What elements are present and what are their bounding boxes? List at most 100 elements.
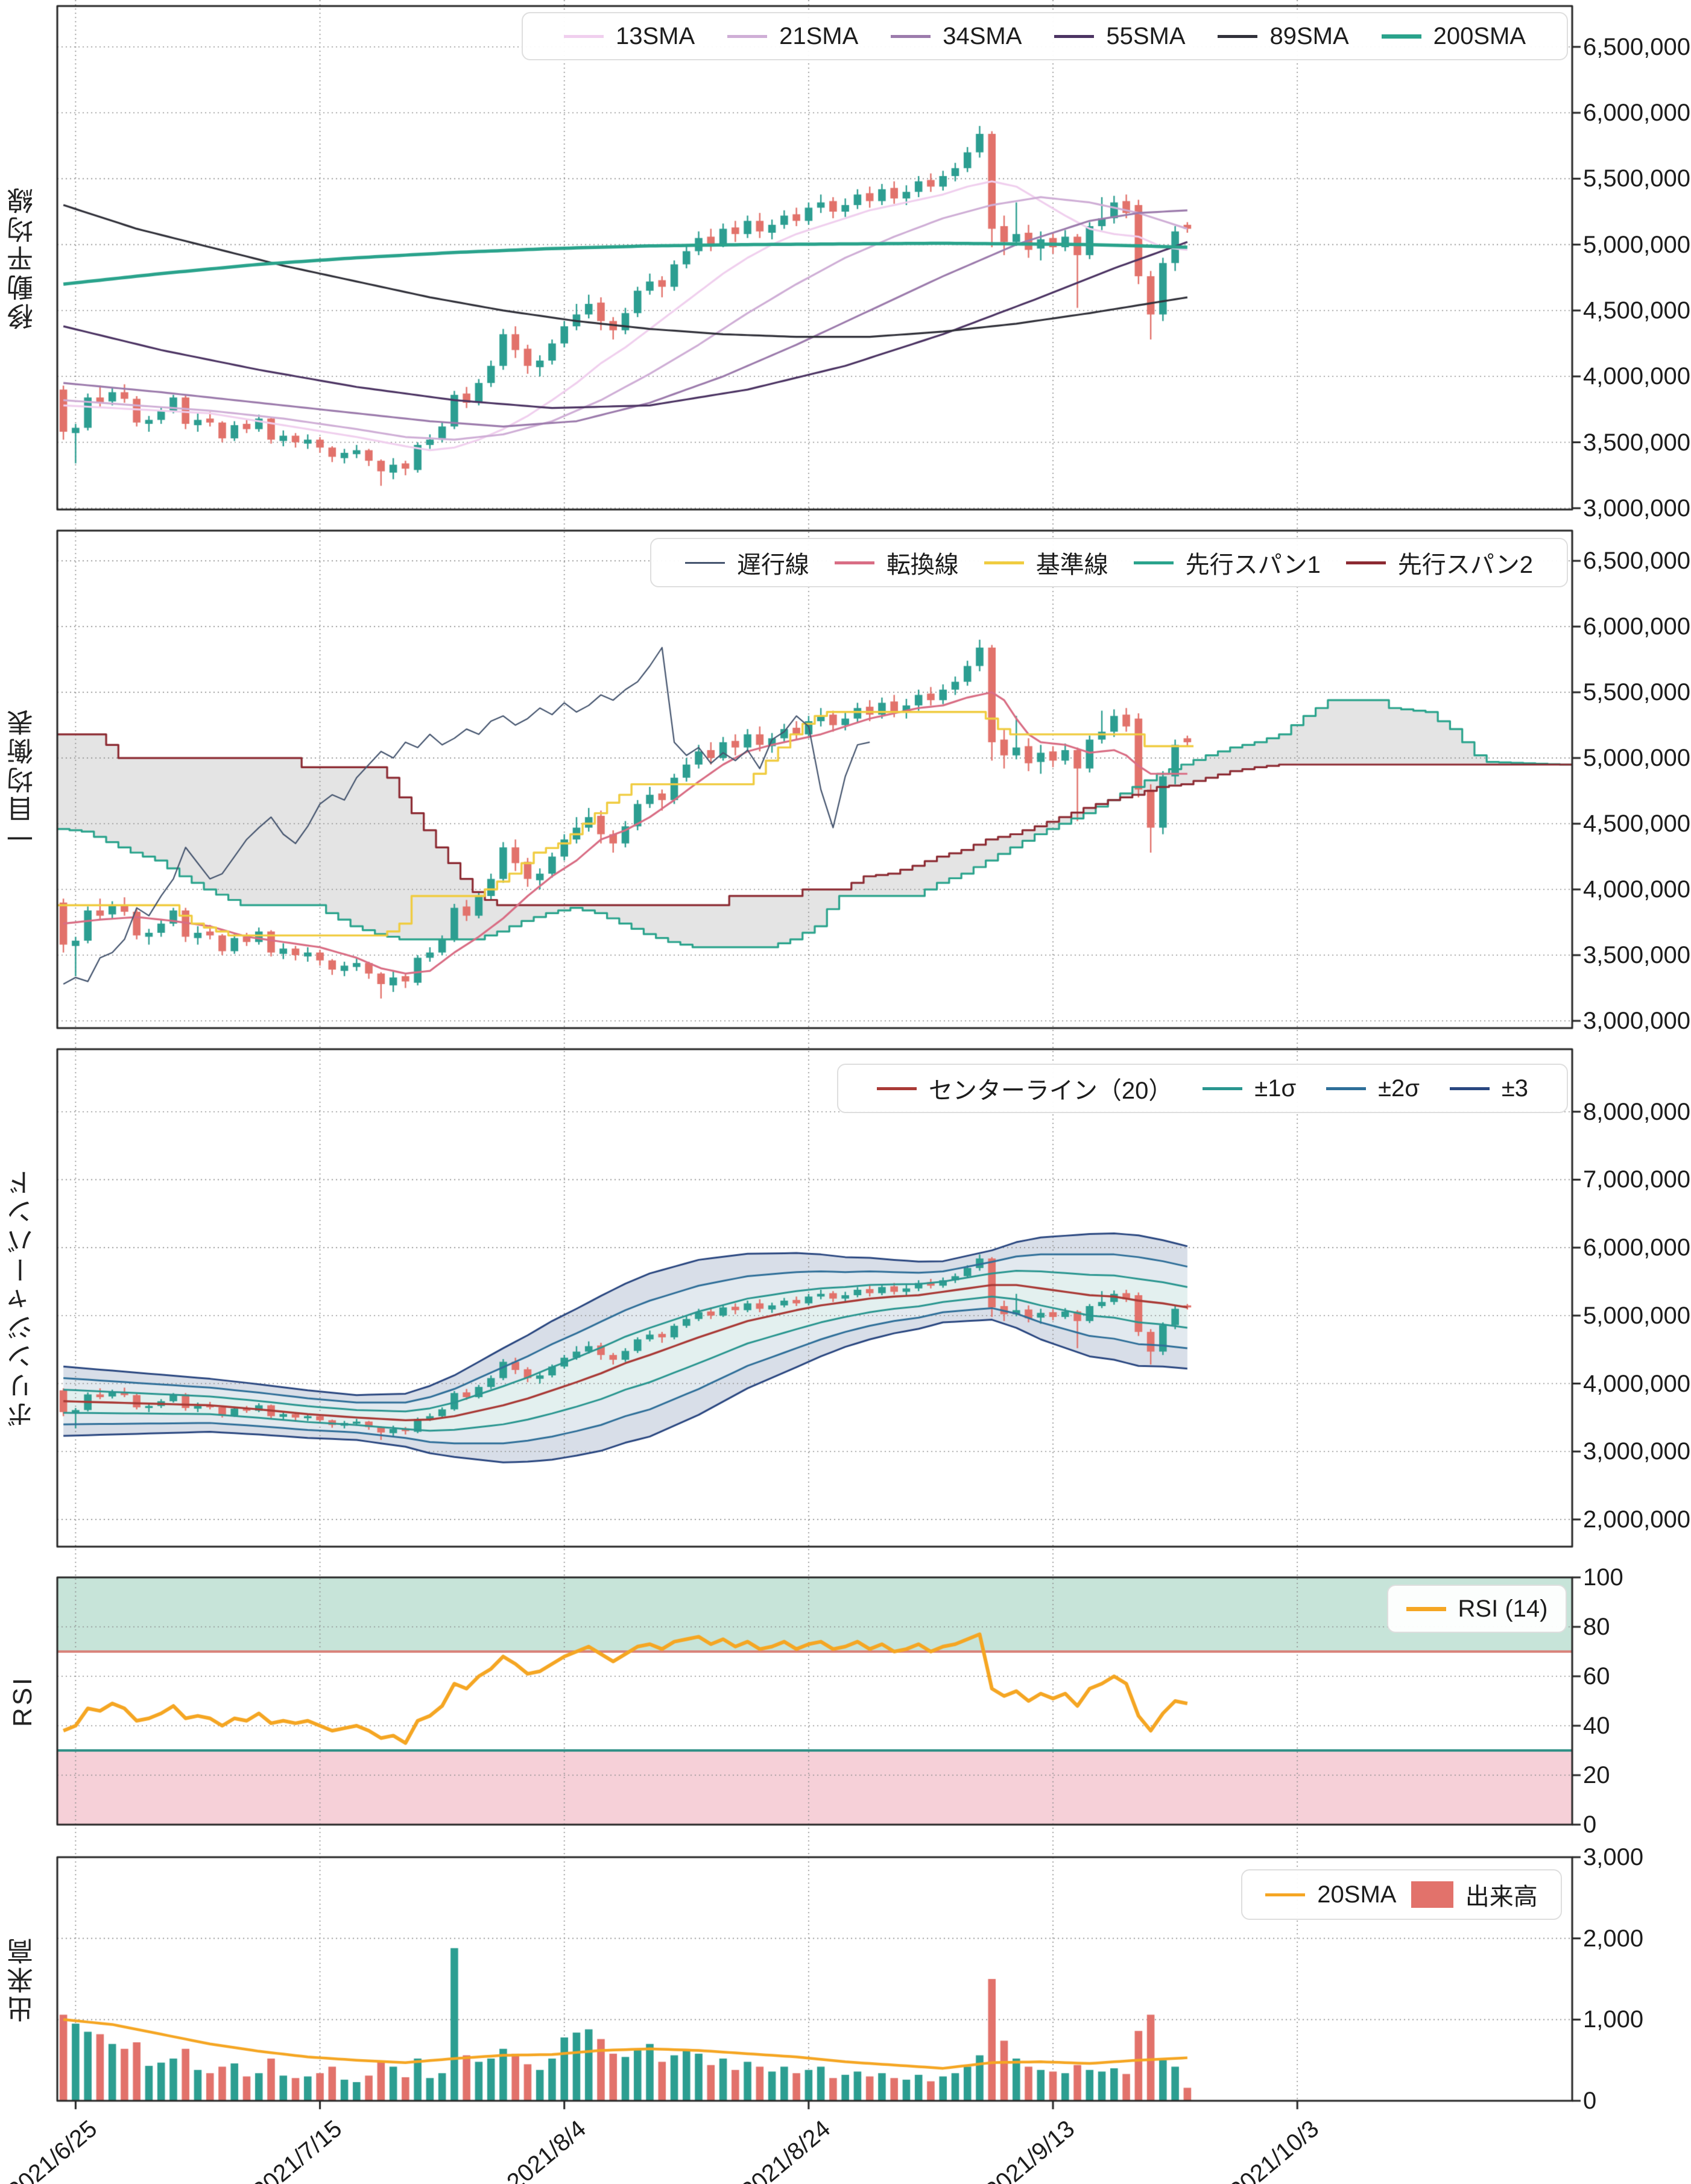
legend-label: 13SMA [615,22,695,49]
y-tick-label: 3,500,000 [1583,942,1690,969]
y-tick-label: 6,000,000 [1583,613,1690,640]
y-tick-label: 4,500,000 [1583,810,1690,838]
legend-line-swatch [684,561,725,564]
legend-label: ±2σ [1378,1075,1420,1102]
legend-item: 出来高 [1411,1877,1538,1912]
y-tick-label: 40 [1583,1712,1610,1739]
legend-item: 89SMA [1218,22,1349,50]
legend-line-swatch [1265,1893,1306,1896]
legend-line-swatch [1406,1606,1446,1611]
y-tick-label: 7,000,000 [1583,1166,1690,1193]
legend-label: 先行スパン1 [1185,552,1321,578]
y-tick-label: 1,000 [1583,2006,1644,2033]
y-tick-label: 6,000,000 [1583,99,1690,127]
y-tick-label: 4,000,000 [1583,363,1690,390]
panel-title-text: 移動平均線 [8,185,37,330]
y-tick-label: 4,500,000 [1583,297,1690,324]
legend-item: 転換線 [834,545,959,580]
panel-title-moving-averages: 移動平均線 [6,6,40,510]
panel-title-ichimoku: 一目均衡表 [6,531,40,1028]
legend-label: センターライン（20） [928,1078,1173,1104]
legend-line-swatch [1203,1087,1243,1090]
y-tick-label: 3,000 [1583,1844,1644,1870]
panel-title-text: RSI [8,1675,37,1727]
legend-label: 遅行線 [736,552,809,578]
legend-item: 200SMA [1381,22,1526,50]
panel-title-text: 出来高 [8,1936,37,2022]
y-tick-label: 6,500,000 [1583,33,1690,60]
legend-label: 21SMA [779,22,859,49]
y-tick-label: 8,000,000 [1583,1098,1690,1125]
legend-patch-swatch [1411,1881,1453,1908]
y-tick-label: 6,000,000 [1583,1234,1690,1261]
legend-line-swatch [1449,1087,1490,1090]
panel-title-text: ボリンジャーバンド [8,1167,37,1428]
y-tick-label: 20 [1583,1762,1610,1788]
y-tick-label: 5,000,000 [1583,231,1690,258]
legend-volume: 20SMA 出来高 [1241,1869,1562,1920]
legend-item: ±1σ [1203,1075,1296,1102]
legend-label: 転換線 [886,552,959,578]
panel-title-volume: 出来高 [6,1857,40,2101]
legend-line-swatch [834,561,874,564]
legend-label: 20SMA [1317,1881,1397,1908]
y-tick-label: 0 [1583,1811,1597,1838]
legend-label: ±3 [1501,1075,1529,1102]
y-tick-label: 6,500,000 [1583,548,1690,575]
legend-item: ±2σ [1326,1075,1420,1102]
y-tick-label: 3,500,000 [1583,429,1690,456]
legend-line-swatch [1218,34,1258,38]
legend-item: 55SMA [1054,22,1186,50]
legend-label: 200SMA [1433,22,1526,49]
y-tick-label: 3,000,000 [1583,1438,1690,1465]
y-tick-label: 3,000,000 [1583,494,1690,522]
legend-label: 先行スパン2 [1397,552,1534,578]
y-tick-label: 80 [1583,1614,1610,1640]
legend-line-swatch [1054,34,1095,38]
y-tick-label: 100 [1583,1564,1623,1591]
legend-label: 55SMA [1106,22,1186,49]
legend-line-swatch [1381,34,1421,39]
legend-line-swatch [1326,1087,1367,1090]
y-tick-label: 5,000,000 [1583,1302,1690,1329]
panel-title-rsi: RSI [6,1577,40,1825]
legend-line-swatch [891,34,931,38]
legend-rsi: RSI (14) [1387,1585,1567,1633]
legend-line-swatch [984,561,1024,564]
legend-line-swatch [727,34,768,38]
legend-label: 34SMA [943,22,1022,49]
legend-item: 基準線 [984,545,1108,580]
panel-title-text: 一目均衡表 [8,707,37,852]
y-tick-label: 3,000,000 [1583,1008,1690,1034]
legend-label: 基準線 [1035,552,1108,578]
legend-item: 遅行線 [684,545,809,580]
legend-ichimoku: 遅行線 転換線 基準線 先行スパン1 先行スパン2 [650,538,1568,587]
y-tick-label: 5,500,000 [1583,679,1690,706]
y-tick-label: 2,000,000 [1583,1506,1690,1533]
y-tick-label: 2,000 [1583,1925,1644,1952]
legend-item: RSI (14) [1406,1595,1547,1623]
legend-item: 20SMA [1265,1881,1396,1908]
legend-label: 89SMA [1269,22,1349,49]
legend-line-swatch [1345,561,1386,564]
y-tick-label: 60 [1583,1663,1610,1690]
legend-label: ±1σ [1254,1075,1297,1102]
legend-item: 13SMA [563,22,695,50]
y-tick-label: 4,000,000 [1583,1370,1690,1397]
legend-bollinger: センターライン（20） ±1σ ±2σ ±3 [837,1064,1568,1113]
legend-line-swatch [1133,561,1174,564]
legend-line-swatch [876,1087,917,1090]
y-tick-label: 4,000,000 [1583,876,1690,903]
legend-line-swatch [563,34,604,38]
legend-item: センターライン（20） [876,1071,1173,1106]
y-tick-label: 0 [1583,2088,1597,2114]
legend-item: 先行スパン1 [1133,545,1321,580]
panel-title-bollinger: ボリンジャーバンド [6,1049,40,1547]
legend-item: ±3 [1449,1075,1529,1102]
legend-moving-averages: 13SMA 21SMA 34SMA 55SMA 89SMA 200SMA [522,12,1568,60]
legend-item: 34SMA [891,23,1022,50]
y-tick-label: 5,000,000 [1583,745,1690,772]
y-tick-label: 5,500,000 [1583,165,1690,192]
legend-label: 出来高 [1465,1884,1538,1910]
